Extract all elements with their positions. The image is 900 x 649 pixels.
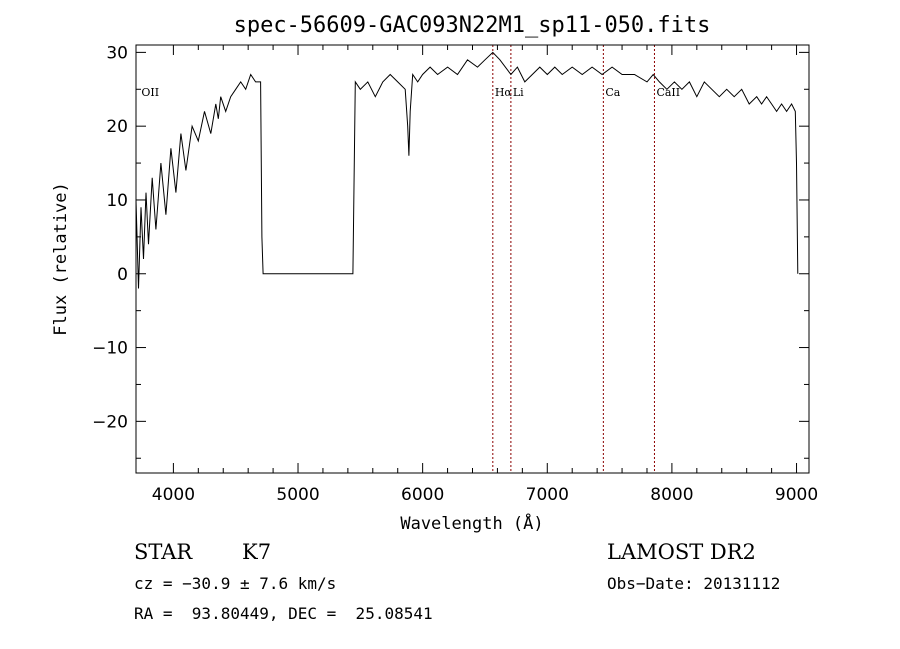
emission-line-markers: OII Hα Li Ca CaII xyxy=(141,45,680,473)
line-marker-label: Li xyxy=(513,86,524,99)
object-subclass: K7 xyxy=(242,540,272,564)
redshift-velocity: cz = −30.9 ± 7.6 km/s xyxy=(134,574,337,593)
y-tick-label: 20 xyxy=(106,117,128,137)
y-axis-label: Flux (relative) xyxy=(51,182,71,336)
x-tick-label: 4000 xyxy=(152,485,195,505)
x-tick-label: 8000 xyxy=(650,485,693,505)
coordinates: RA = 93.80449, DEC = 25.08541 xyxy=(134,604,433,623)
x-tick-label: 7000 xyxy=(526,485,569,505)
y-tick-label: 10 xyxy=(106,191,128,211)
y-tick-label: 0 xyxy=(117,265,128,285)
y-tick-label: −20 xyxy=(92,412,128,432)
y-tick-label: 30 xyxy=(106,43,128,63)
observation-date: Obs−Date: 20131112 xyxy=(607,574,781,593)
x-tick-label: 5000 xyxy=(276,485,319,505)
y-tick-label: −10 xyxy=(92,339,128,359)
x-tick-label: 6000 xyxy=(401,485,444,505)
plot-frame xyxy=(135,44,810,474)
chart-title: spec-56609-GAC093N22M1_sp11-050.fits xyxy=(234,13,711,38)
survey-name: LAMOST DR2 xyxy=(607,540,756,564)
x-axis-label: Wavelength (Å) xyxy=(400,512,543,534)
line-marker-label: Ca xyxy=(605,86,620,99)
tick-layer: 4000 5000 6000 7000 8000 9000 −20 −10 0 10 20 30 xyxy=(92,43,818,505)
line-marker-label: CaII xyxy=(656,86,680,99)
series-layer xyxy=(135,51,799,289)
line-marker-label: OII xyxy=(141,86,159,99)
spectrum-series-line xyxy=(135,51,799,289)
object-class: STAR xyxy=(134,540,193,564)
x-tick-label: 9000 xyxy=(775,485,818,505)
line-marker-label: Hα xyxy=(495,86,513,99)
